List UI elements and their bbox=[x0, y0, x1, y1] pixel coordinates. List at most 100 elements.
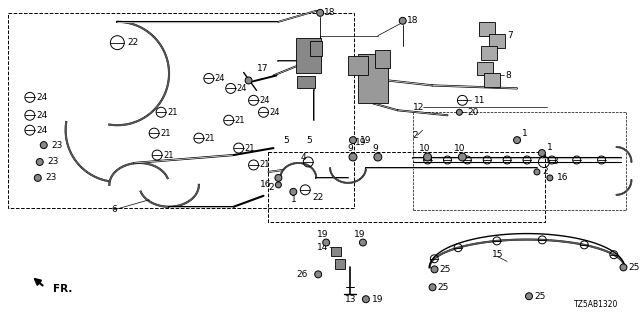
Text: 11: 11 bbox=[474, 96, 486, 105]
Bar bbox=[310, 41, 322, 56]
Text: 16: 16 bbox=[557, 173, 568, 182]
Text: 24: 24 bbox=[36, 111, 48, 120]
Bar bbox=[358, 54, 388, 103]
Circle shape bbox=[315, 271, 322, 278]
Text: 21: 21 bbox=[160, 129, 171, 138]
Text: 21: 21 bbox=[205, 134, 215, 143]
Circle shape bbox=[534, 169, 540, 175]
Text: 22: 22 bbox=[127, 38, 138, 47]
Text: 19: 19 bbox=[354, 230, 365, 239]
Text: 1: 1 bbox=[291, 195, 296, 204]
Text: 10: 10 bbox=[454, 144, 465, 153]
Circle shape bbox=[323, 239, 330, 246]
Text: 2: 2 bbox=[542, 167, 548, 176]
Text: 12: 12 bbox=[413, 103, 424, 112]
Text: 3: 3 bbox=[552, 157, 557, 166]
Circle shape bbox=[349, 153, 357, 161]
Circle shape bbox=[362, 296, 369, 303]
Text: 6: 6 bbox=[111, 205, 117, 214]
Circle shape bbox=[374, 153, 382, 161]
Text: 23: 23 bbox=[48, 157, 59, 166]
Text: 24: 24 bbox=[237, 84, 247, 93]
Bar bbox=[484, 74, 500, 87]
Text: 23: 23 bbox=[45, 173, 57, 182]
Text: 5: 5 bbox=[284, 136, 289, 145]
Circle shape bbox=[458, 153, 467, 161]
Circle shape bbox=[525, 293, 532, 300]
Circle shape bbox=[275, 182, 282, 188]
Circle shape bbox=[456, 109, 462, 115]
Circle shape bbox=[429, 284, 436, 291]
Text: 25: 25 bbox=[440, 265, 451, 274]
Text: 25: 25 bbox=[438, 283, 449, 292]
Text: 1: 1 bbox=[522, 129, 528, 138]
Text: 24: 24 bbox=[260, 96, 270, 105]
Text: 24: 24 bbox=[269, 108, 280, 117]
Text: 2: 2 bbox=[413, 131, 419, 140]
Bar bbox=[477, 61, 493, 76]
Circle shape bbox=[275, 174, 282, 181]
Circle shape bbox=[620, 264, 627, 271]
Text: 15: 15 bbox=[492, 250, 504, 259]
Text: 18: 18 bbox=[324, 8, 335, 17]
Bar bbox=[298, 76, 316, 88]
Circle shape bbox=[40, 142, 47, 148]
Text: 5: 5 bbox=[307, 136, 312, 145]
Circle shape bbox=[245, 77, 252, 84]
Text: 26: 26 bbox=[296, 270, 307, 279]
Text: 19: 19 bbox=[317, 230, 329, 239]
Text: 1: 1 bbox=[547, 143, 553, 152]
Text: 24: 24 bbox=[36, 126, 48, 135]
Text: 21: 21 bbox=[244, 144, 255, 153]
Text: 13: 13 bbox=[345, 295, 356, 304]
Text: 10: 10 bbox=[419, 144, 430, 153]
Bar bbox=[376, 50, 390, 68]
Circle shape bbox=[424, 153, 431, 161]
Text: 20: 20 bbox=[467, 108, 479, 117]
Text: 19: 19 bbox=[372, 295, 383, 304]
Circle shape bbox=[317, 9, 324, 16]
Text: 21: 21 bbox=[163, 150, 173, 160]
Circle shape bbox=[547, 175, 553, 181]
Text: 19: 19 bbox=[355, 138, 367, 147]
Text: 18: 18 bbox=[406, 16, 418, 25]
Circle shape bbox=[290, 188, 297, 195]
Text: 9: 9 bbox=[372, 144, 378, 153]
Bar bbox=[481, 46, 497, 60]
Text: 7: 7 bbox=[507, 31, 513, 40]
Circle shape bbox=[349, 137, 356, 144]
Bar bbox=[268, 152, 545, 222]
Text: 4: 4 bbox=[300, 153, 306, 162]
Circle shape bbox=[538, 149, 545, 156]
Bar bbox=[296, 38, 321, 73]
Bar bbox=[331, 246, 341, 256]
Text: 9: 9 bbox=[347, 144, 353, 153]
Text: 25: 25 bbox=[534, 292, 545, 301]
Text: 8: 8 bbox=[505, 71, 511, 80]
Circle shape bbox=[399, 17, 406, 24]
Text: 17: 17 bbox=[257, 64, 268, 73]
Bar bbox=[348, 56, 368, 76]
Text: FR.: FR. bbox=[52, 284, 72, 294]
Text: TZ5AB1320: TZ5AB1320 bbox=[574, 300, 618, 309]
Text: 2: 2 bbox=[268, 183, 274, 192]
Circle shape bbox=[431, 266, 438, 273]
Circle shape bbox=[513, 137, 520, 144]
Text: 22: 22 bbox=[312, 193, 323, 202]
Circle shape bbox=[360, 239, 367, 246]
Bar bbox=[8, 13, 354, 208]
Bar bbox=[335, 260, 345, 269]
Text: 14: 14 bbox=[317, 243, 328, 252]
Text: 24: 24 bbox=[215, 74, 225, 83]
Text: 23: 23 bbox=[52, 140, 63, 149]
Text: 21: 21 bbox=[260, 160, 270, 170]
Bar bbox=[489, 34, 505, 48]
Text: 25: 25 bbox=[628, 263, 640, 272]
Text: 21: 21 bbox=[167, 108, 177, 117]
Text: 19: 19 bbox=[360, 136, 371, 145]
Circle shape bbox=[35, 174, 41, 181]
Text: 21: 21 bbox=[235, 116, 245, 125]
Bar bbox=[479, 22, 495, 36]
Text: 24: 24 bbox=[36, 93, 48, 102]
Circle shape bbox=[36, 158, 44, 165]
